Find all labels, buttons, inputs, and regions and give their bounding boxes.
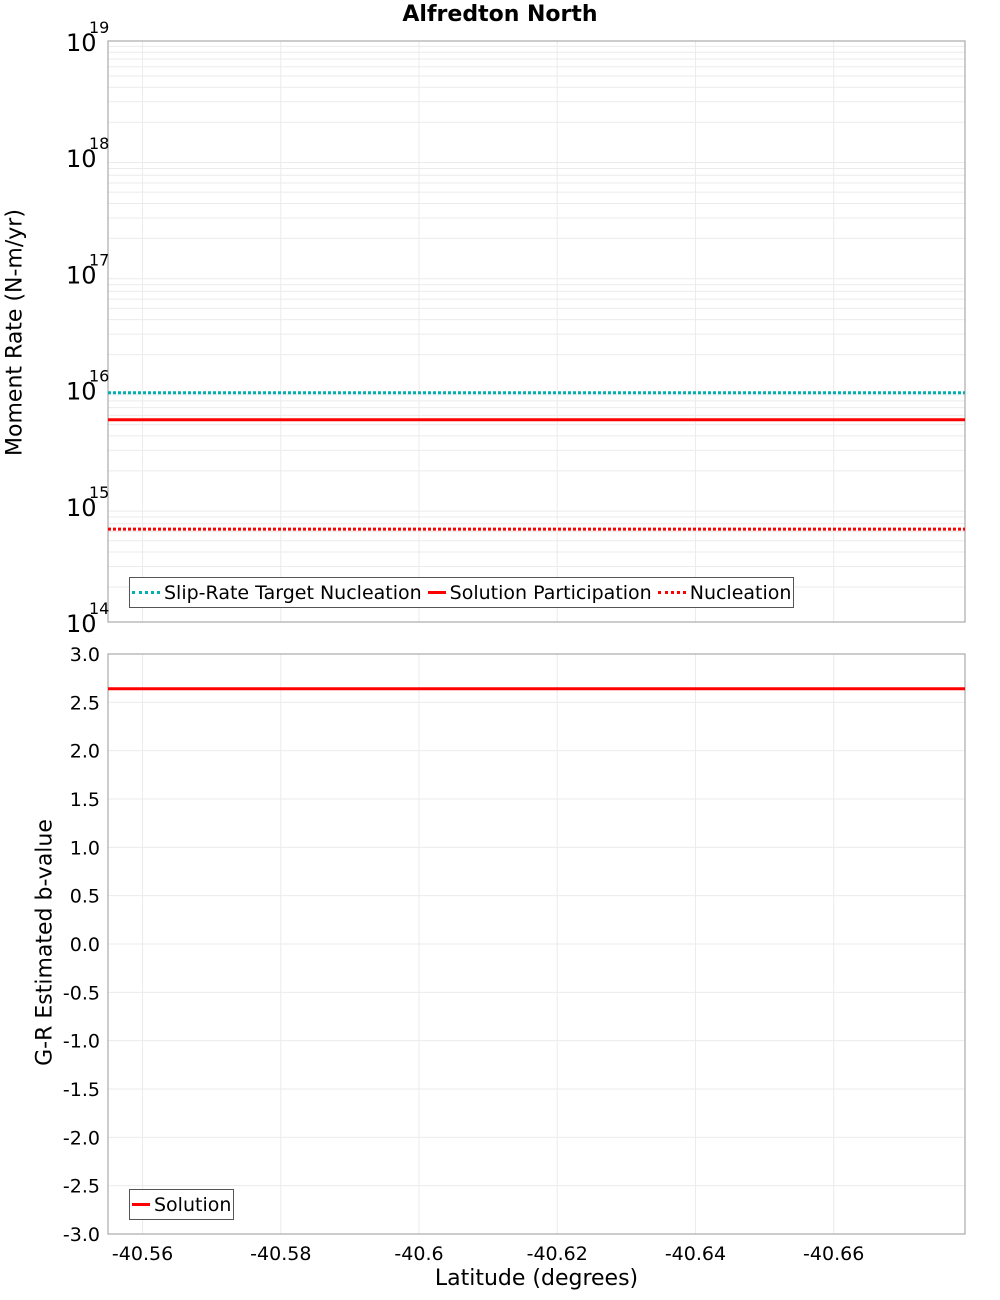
y-tick-label: 0.0 xyxy=(70,934,100,956)
y-tick-label: 2.5 xyxy=(70,692,100,714)
bottom-y-axis-label: G-R Estimated b-value xyxy=(32,819,58,1066)
legend-label: Slip-Rate Target Nucleation xyxy=(164,581,422,604)
x-axis-label: Latitude (degrees) xyxy=(434,1266,639,1291)
y-tick-label: -1.0 xyxy=(63,1031,100,1053)
y-tick-label: 0.5 xyxy=(70,886,100,908)
y-tick-label: 1.0 xyxy=(70,837,100,859)
x-tick-label: -40.56 xyxy=(112,1243,173,1265)
y-tick-exponent: 16 xyxy=(89,367,109,386)
legend-item-solution-participation: Solution Participation xyxy=(427,581,652,604)
y-tick-label: -0.5 xyxy=(63,982,100,1004)
x-tick-label: -40.58 xyxy=(250,1243,311,1265)
y-tick-label: -2.0 xyxy=(63,1127,100,1149)
y-tick-label: 3.0 xyxy=(70,644,100,666)
x-tick-label: -40.6 xyxy=(394,1243,443,1265)
top-plot-frame xyxy=(107,40,966,623)
y-tick-exponent: 18 xyxy=(89,134,109,153)
top-legend: Slip-Rate Target Nucleation Solution Par… xyxy=(129,577,795,608)
dotted-red-line-icon xyxy=(657,591,686,594)
y-tick-label: 10 xyxy=(66,261,97,289)
legend-label: Solution Participation xyxy=(449,581,652,604)
y-tick-label: 10 xyxy=(66,145,97,173)
y-tick-label: 10 xyxy=(66,494,97,522)
legend-label: Solution xyxy=(154,1193,232,1216)
y-tick-exponent: 14 xyxy=(89,599,109,618)
x-tick-label: -40.66 xyxy=(803,1243,864,1265)
y-tick-label: -3.0 xyxy=(63,1224,100,1246)
y-tick-label: 1.5 xyxy=(70,789,100,811)
y-tick-label: 10 xyxy=(66,29,97,57)
x-tick-label: -40.64 xyxy=(665,1243,726,1265)
bottom-plot-frame xyxy=(107,653,966,1235)
legend-item-solution: Solution xyxy=(132,1194,231,1216)
y-tick-label: 2.0 xyxy=(70,741,100,763)
legend-item-slip-rate-target: Slip-Rate Target Nucleation xyxy=(132,582,422,604)
y-tick-exponent: 17 xyxy=(89,250,109,269)
y-tick-label: 10 xyxy=(66,610,97,638)
legend-label: Nucleation xyxy=(689,581,792,604)
x-tick-label: -40.62 xyxy=(527,1243,588,1265)
y-tick-exponent: 15 xyxy=(89,483,109,502)
legend-item-nucleation: Nucleation xyxy=(657,581,792,604)
dotted-cyan-line-icon xyxy=(132,591,160,594)
solid-red-line-icon xyxy=(132,1203,150,1206)
bottom-legend: Solution xyxy=(129,1189,235,1220)
y-tick-exponent: 19 xyxy=(89,18,109,37)
y-tick-label: 10 xyxy=(66,378,97,406)
solid-red-line-icon xyxy=(427,591,446,594)
y-tick-label: -2.5 xyxy=(63,1176,100,1198)
chart-title: Alfredton North xyxy=(402,2,598,27)
y-tick-label: -1.5 xyxy=(63,1079,100,1101)
top-y-axis-label: Moment Rate (N-m/yr) xyxy=(2,209,28,456)
